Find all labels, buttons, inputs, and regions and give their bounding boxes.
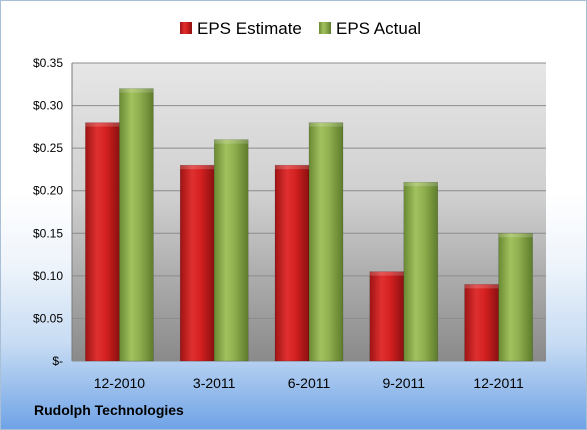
bar-eps-estimate-12-2010	[85, 122, 120, 362]
x-category-label: 3-2011	[193, 375, 236, 391]
bar-eps-actual-6-2011	[308, 122, 344, 362]
x-category-label: 12-2010	[94, 375, 146, 391]
bar-eps-actual-12-2010	[119, 88, 154, 362]
bar-top-highlight	[498, 233, 533, 238]
bar-top-highlight	[180, 165, 215, 170]
y-tick-label: $0.05	[33, 311, 63, 325]
x-category-label: 6-2011	[288, 375, 331, 391]
y-tick-label: $0.15	[33, 226, 63, 240]
legend-swatch-eps-estimate	[180, 22, 192, 34]
bar-eps-estimate-9-2011	[369, 271, 405, 362]
y-tick-label: $0.30	[33, 99, 63, 113]
bar-eps-estimate-12-2011	[464, 284, 499, 362]
y-tick-label: $0.35	[33, 56, 63, 70]
bar-top-highlight	[309, 122, 343, 127]
x-category-label: 12-2011	[473, 375, 524, 391]
bar-top-highlight	[214, 139, 249, 144]
bar-top-highlight	[275, 165, 309, 170]
bar-eps-actual-3-2011	[213, 139, 249, 362]
x-category-label: 9-2011	[383, 375, 426, 391]
bar-eps-actual-9-2011	[403, 181, 439, 362]
bar-top-highlight	[403, 182, 438, 187]
legend-label-eps-actual: EPS Actual	[336, 19, 421, 38]
bar-top-highlight	[369, 271, 404, 276]
company-name: Rudolph Technologies	[34, 402, 184, 418]
bar-top-highlight	[119, 88, 154, 93]
bar-top-highlight	[464, 284, 499, 289]
y-tick-label: $0.10	[33, 269, 63, 283]
legend-swatch-eps-actual	[319, 22, 331, 34]
legend-label-eps-estimate: EPS Estimate	[197, 19, 302, 38]
bar-top-highlight	[85, 122, 120, 127]
y-tick-label: $-	[52, 354, 63, 368]
bar-eps-actual-12-2011	[498, 233, 533, 362]
y-tick-label: $0.25	[33, 141, 63, 155]
bar-eps-estimate-6-2011	[274, 164, 310, 362]
y-tick-label: $0.20	[33, 184, 63, 198]
bar-eps-estimate-3-2011	[179, 164, 215, 362]
